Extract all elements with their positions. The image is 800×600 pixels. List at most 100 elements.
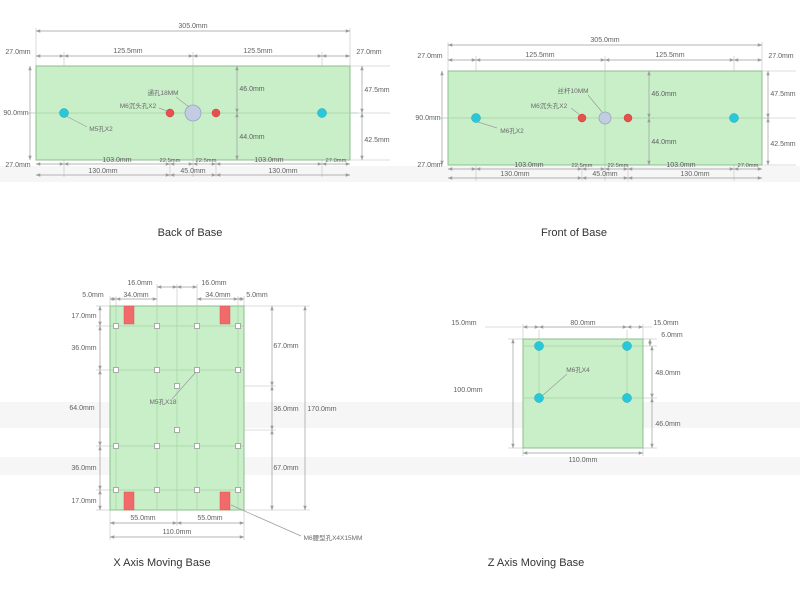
dim-label: 47.5mm: [770, 91, 795, 98]
dim-label: 22.5mm: [196, 158, 217, 164]
dim-label: 15.0mm: [451, 320, 476, 327]
panel-x-axis-moving-base: 16.0mm 16.0mm 5.0mm 34.0mm 34.0mm 5.0mm …: [69, 280, 362, 569]
z-moving-plate: [522, 338, 644, 449]
m6-hole: [622, 341, 632, 351]
dim-label: 64.0mm: [69, 405, 94, 412]
side-hole: [59, 108, 69, 118]
callouts: M6孔X4: [541, 366, 590, 397]
dim-label: 44.0mm: [239, 134, 264, 141]
dimension-lines: [98, 285, 307, 539]
dim-label: 34.0mm: [123, 292, 148, 299]
callout-label: 通孔18MM: [147, 88, 178, 97]
dim-label: 27.0mm: [417, 162, 442, 169]
dimension-lines: [440, 43, 770, 180]
dim-label: 90.0mm: [415, 115, 440, 122]
dim-label: 44.0mm: [651, 139, 676, 146]
grid-holes: [113, 323, 241, 493]
dim-label: 42.5mm: [770, 141, 795, 148]
dim-label: 103.0mm: [102, 157, 131, 164]
dim-label: 110.0mm: [163, 529, 192, 536]
slot: [219, 491, 231, 511]
dim-label: 17.0mm: [71, 498, 96, 505]
callouts: 丝杆10MM M6沉头孔X2 M6孔X2: [477, 86, 603, 135]
dim-label: 45.0mm: [592, 171, 617, 178]
center-bore-hole: [184, 104, 202, 122]
mounting-slots: [123, 305, 231, 511]
dim-label: 36.0mm: [71, 465, 96, 472]
dim-label: 45.0mm: [180, 168, 205, 175]
dim-label: 46.0mm: [651, 91, 676, 98]
panel-title: X Axis Moving Base: [113, 557, 210, 569]
dim-label: 48.0mm: [655, 370, 680, 377]
dim-label: 27.0mm: [5, 49, 30, 56]
grid-lines: [110, 306, 244, 510]
dimension-lines: [511, 325, 654, 455]
counterbore-hole: [165, 108, 175, 118]
dim-label: 47.5mm: [364, 87, 389, 94]
callout-label: M6孔X4: [566, 366, 590, 374]
callout-label: M6沉头孔X2: [531, 101, 568, 110]
dim-label: 42.5mm: [364, 137, 389, 144]
dim-label: 170.0mm: [307, 406, 336, 413]
panel-front-of-base: 305.0mm 27.0mm 125.5mm 125.5mm 27.0mm 90…: [415, 37, 796, 239]
side-hole: [471, 113, 481, 123]
holes: [534, 341, 632, 403]
holes: [59, 104, 327, 122]
callout-label: 丝杆10MM: [557, 86, 588, 95]
holes: [471, 111, 739, 125]
m6-hole: [622, 393, 632, 403]
dim-label: 103.0mm: [514, 162, 543, 169]
callout-label: M5孔X18: [149, 398, 176, 406]
side-hole: [317, 108, 327, 118]
callouts: 通孔18MM M6沉头孔X2 M5孔X2: [65, 88, 190, 133]
dim-label: 55.0mm: [197, 515, 222, 522]
dim-label: 130.0mm: [88, 168, 117, 175]
counterbore-hole: [623, 113, 633, 123]
dimension-labels: 305.0mm 27.0mm 125.5mm 125.5mm 27.0mm 90…: [3, 23, 389, 175]
panel-title: Back of Base: [158, 227, 223, 239]
dimension-labels: 305.0mm 27.0mm 125.5mm 125.5mm 27.0mm 90…: [415, 37, 795, 178]
callout-label: M5孔X2: [89, 125, 113, 133]
callout-label: M6孔X2: [500, 127, 524, 135]
dim-label: 34.0mm: [205, 292, 230, 299]
dim-label: 125.5mm: [525, 52, 554, 59]
dim-label: 27.0mm: [417, 53, 442, 60]
dim-label: 125.5mm: [113, 48, 142, 55]
dim-label: 130.0mm: [500, 171, 529, 178]
dim-label: 6.0mm: [661, 332, 683, 339]
callout-label: M6腰型孔X4X15MM: [304, 533, 363, 542]
dim-label: 22.5mm: [608, 163, 629, 169]
panel-title: Z Axis Moving Base: [488, 557, 585, 569]
dim-label: 27.0mm: [768, 53, 793, 60]
dim-label: 103.0mm: [666, 162, 695, 169]
slot: [219, 305, 231, 325]
dim-label: 67.0mm: [273, 343, 298, 350]
callouts: M5孔X18 M6腰型孔X4X15MM: [149, 371, 363, 542]
dim-label: 46.0mm: [239, 86, 264, 93]
dim-label: 46.0mm: [655, 421, 680, 428]
side-hole: [729, 113, 739, 123]
dim-label: 16.0mm: [201, 280, 226, 287]
dim-label: 27.0mm: [5, 162, 30, 169]
dim-label: 16.0mm: [127, 280, 152, 287]
dim-label: 130.0mm: [680, 171, 709, 178]
panel-z-axis-moving-base: 15.0mm 80.0mm 15.0mm 6.0mm 48.0mm 46.0mm…: [451, 320, 683, 569]
dim-label: 17.0mm: [71, 313, 96, 320]
dim-label: 27.0mm: [326, 158, 347, 164]
dim-label: 5.0mm: [246, 292, 268, 299]
counterbore-hole: [211, 108, 221, 118]
dim-label: 100.0mm: [453, 387, 482, 394]
dim-label: 36.0mm: [71, 345, 96, 352]
dim-label: 305.0mm: [178, 23, 207, 30]
dim-label: 103.0mm: [254, 157, 283, 164]
dim-label: 80.0mm: [570, 320, 595, 327]
dim-label: 67.0mm: [273, 465, 298, 472]
dimension-labels: 15.0mm 80.0mm 15.0mm 6.0mm 48.0mm 46.0mm…: [451, 320, 683, 464]
panel-back-of-base: 305.0mm 27.0mm 125.5mm 125.5mm 27.0mm 90…: [3, 23, 390, 239]
dim-label: 55.0mm: [130, 515, 155, 522]
m6-hole: [534, 393, 544, 403]
dim-label: 27.0mm: [356, 49, 381, 56]
dimension-lines: [28, 29, 364, 177]
dim-label: 305.0mm: [590, 37, 619, 44]
